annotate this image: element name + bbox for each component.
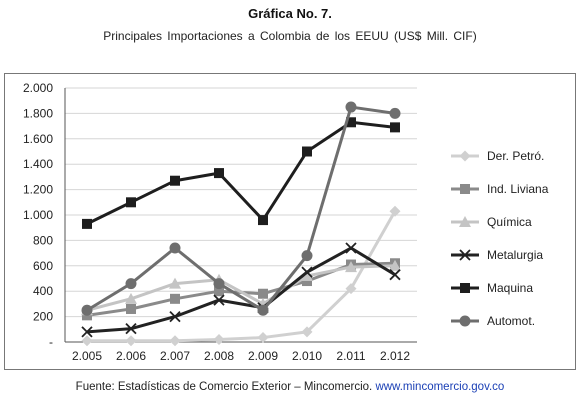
data-point-der-petro xyxy=(81,335,93,347)
x-tick-label: 2.006 xyxy=(116,349,146,363)
x-tick-label: 2.009 xyxy=(248,349,278,363)
data-point-automot xyxy=(301,250,313,262)
data-point-automot xyxy=(257,304,269,316)
data-point-metalurgia xyxy=(169,310,181,323)
data-point-der-petro xyxy=(389,205,401,217)
legend-label-automot: Automot. xyxy=(487,314,535,328)
legend-marker-quimica xyxy=(459,216,471,227)
x-tick-label: 2.011 xyxy=(336,349,365,363)
source-text: Fuente: Estadísticas de Comercio Exterio… xyxy=(75,381,373,393)
y-tick-label: 1.800 xyxy=(23,106,53,120)
data-point-metalurgia xyxy=(389,269,401,281)
legend-label-quimica: Química xyxy=(487,215,532,229)
source-link[interactable]: www.mincomercio.gov.co xyxy=(375,381,505,393)
data-point-maquina xyxy=(214,168,224,179)
data-point-maquina xyxy=(302,146,312,157)
legend-marker-maquina xyxy=(460,283,470,293)
y-tick-label: 1.600 xyxy=(23,132,53,146)
data-point-maquina xyxy=(390,122,400,133)
data-point-automot xyxy=(389,107,401,119)
data-point-metalurgia xyxy=(125,323,137,335)
data-point-maquina xyxy=(258,215,268,226)
x-tick-label: 2.008 xyxy=(204,349,234,363)
data-point-ind-liviana xyxy=(126,303,136,314)
data-point-der-petro xyxy=(125,335,137,347)
series-line-der-petro xyxy=(87,210,397,343)
data-point-automot xyxy=(81,304,93,316)
y-tick-label: 800 xyxy=(33,233,53,247)
data-point-der-petro xyxy=(345,283,357,295)
y-tick-label: 600 xyxy=(33,259,53,273)
data-point-metalurgia xyxy=(213,294,225,306)
figure-subtitle: Principales Importaciones a Colombia de … xyxy=(103,29,477,43)
y-tick-label: 200 xyxy=(33,310,53,324)
legend-marker-automot xyxy=(459,315,471,327)
data-point-quimica xyxy=(169,277,181,289)
x-tick-label: 2.012 xyxy=(380,349,410,363)
series-line-automot xyxy=(86,105,396,312)
x-tick-label: 2.007 xyxy=(160,349,190,363)
y-tick-label: 1.400 xyxy=(23,157,53,171)
series-line-metalurgia xyxy=(86,246,396,334)
data-point-metalurgia xyxy=(81,326,93,338)
legend-label-der-petro: Der. Petró. xyxy=(487,149,544,163)
data-point-automot xyxy=(345,101,357,113)
data-point-maquina xyxy=(346,117,356,128)
chart-frame: - 200 400 600 800 1.000 1.200 1.400 1.600 1.800 2.… xyxy=(4,73,576,370)
data-point-automot xyxy=(125,278,137,290)
x-tick-label: 2.010 xyxy=(292,349,322,363)
data-point-maquina xyxy=(82,218,92,229)
data-point-ind-liviana xyxy=(302,276,312,287)
figure-source: Fuente: Estadísticas de Comercio Exterio… xyxy=(0,381,580,393)
y-tick-label: 1.000 xyxy=(23,208,53,222)
y-tick-label: - xyxy=(49,335,53,349)
data-point-der-petro xyxy=(213,333,225,345)
data-point-quimica xyxy=(389,259,401,271)
legend-marker-der-petro xyxy=(459,150,471,162)
line-chart: - 200 400 600 800 1.000 1.200 1.400 1.600 1.800 2.… xyxy=(23,81,549,363)
y-tick-label: 1.200 xyxy=(23,183,53,197)
data-point-der-petro xyxy=(169,335,181,347)
legend-label-ind-liviana: Ind. Liviana xyxy=(487,182,549,196)
data-point-ind-liviana xyxy=(170,293,180,304)
figure-title: Gráfica No. 7. xyxy=(248,6,332,21)
x-tick-label: 2.005 xyxy=(72,349,102,363)
data-point-der-petro xyxy=(301,326,313,338)
legend-label-maquina: Maquina xyxy=(487,281,533,295)
data-point-maquina xyxy=(126,197,136,208)
legend-marker-ind-liviana xyxy=(460,184,470,194)
data-point-quimica xyxy=(301,269,313,281)
y-tick-label: 2.000 xyxy=(23,81,53,95)
data-point-der-petro xyxy=(257,332,269,344)
data-point-quimica xyxy=(345,261,357,273)
series-line-quimica xyxy=(86,264,396,312)
data-point-ind-liviana xyxy=(258,288,268,299)
series-line-maquina xyxy=(86,120,396,226)
y-tick-label: 400 xyxy=(33,284,53,298)
data-point-metalurgia xyxy=(301,266,313,278)
legend-marker-metalurgia xyxy=(459,249,471,261)
data-point-maquina xyxy=(170,175,180,186)
data-point-ind-liviana xyxy=(214,286,224,297)
data-point-automot xyxy=(213,278,225,290)
data-point-automot xyxy=(169,242,181,254)
data-point-quimica xyxy=(125,292,137,304)
legend-label-metalurgia: Metalurgia xyxy=(487,248,543,262)
data-point-metalurgia xyxy=(345,242,357,254)
